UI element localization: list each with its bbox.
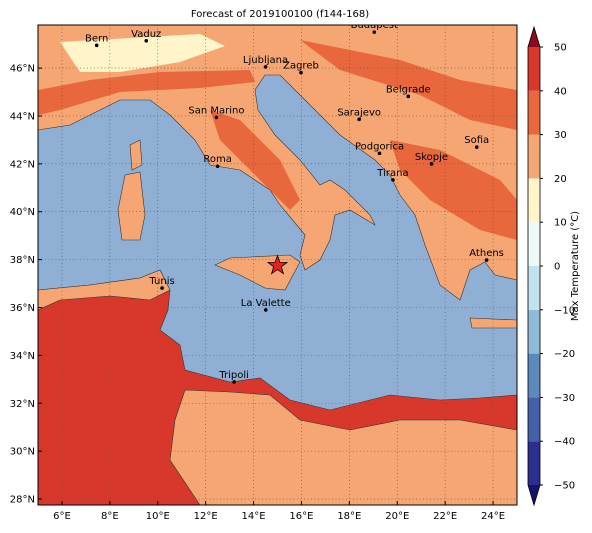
warm-zone-africa: [38, 269, 171, 311]
y-tick-label: 36°N: [10, 303, 35, 314]
axes: 6°E 8°E 10°E 12°E 14°E 16°E 18°E 20°E 22°E 24°E 28…: [10, 64, 505, 522]
y-tick-label: 44°N: [10, 111, 35, 122]
city-label: Tripoli: [218, 370, 249, 381]
colorbar-bin: [528, 222, 540, 266]
city-dot: [160, 286, 164, 290]
y-tick-label: 28°N: [10, 495, 35, 506]
city-label: Roma: [203, 154, 232, 165]
x-tick-label: 18°E: [337, 511, 361, 522]
city-dot: [372, 30, 377, 34]
colorbar: −50 −40 −30 −20 −10 0 10 20 30 40 50: [527, 25, 575, 507]
land-crete: [469, 317, 517, 329]
city-label: Athens: [469, 248, 504, 259]
colorbar-tick-label: 50: [554, 43, 567, 54]
graticule: [38, 25, 517, 505]
city-label: Belgrade: [386, 84, 431, 95]
city-label: Sarajevo: [337, 107, 381, 118]
colorbar-tick-label: 10: [554, 218, 567, 229]
x-tick-label: 8°E: [101, 511, 119, 522]
y-tick-label: 42°N: [10, 159, 35, 170]
hot-zone: [38, 70, 255, 115]
city-label: Podgorica: [355, 141, 404, 152]
colorbar-tick-label: −50: [554, 481, 575, 492]
y-tick-label: 46°N: [10, 64, 35, 75]
star-marker: [266, 254, 289, 275]
city-label: Skopje: [415, 152, 448, 163]
x-tick-label: 10°E: [146, 511, 170, 522]
city-label: Tunis: [148, 276, 174, 287]
city-dot: [484, 258, 489, 262]
colorbar-bin: [528, 178, 540, 223]
colorbar-bin: [528, 397, 540, 442]
city-dot: [391, 178, 395, 182]
y-tick-label: 34°N: [10, 351, 35, 362]
hot-zone: [300, 40, 517, 130]
colorbar-bin: [528, 309, 540, 354]
city-dot: [474, 145, 479, 149]
colorbar-over: [528, 27, 540, 47]
city-label: La Valette: [241, 298, 291, 309]
x-tick-label: 24°E: [481, 511, 505, 522]
city-dot: [377, 151, 382, 156]
colorbar-bin: [528, 90, 540, 135]
city-label: Tirana: [376, 168, 408, 179]
city-dot: [215, 164, 220, 169]
colorbar-label: Max Temperature (°C): [570, 211, 581, 321]
y-tick-label: 30°N: [10, 447, 35, 458]
city-dot: [299, 70, 303, 75]
hot-zone: [210, 110, 300, 210]
city-dot: [263, 308, 268, 312]
colorbar-tick-label: 30: [554, 130, 567, 141]
city-label: Vaduz: [131, 29, 161, 40]
colorbar-tick-label: −20: [554, 349, 575, 360]
colorbar-bin: [528, 266, 540, 310]
colorbar-bin: [528, 353, 540, 398]
city-dot: [94, 43, 99, 48]
colorbar-tick-label: −10: [554, 305, 575, 316]
x-tick-label: 6°E: [53, 511, 71, 522]
x-tick-label: 14°E: [242, 511, 266, 522]
y-tick-label: 32°N: [10, 399, 35, 410]
colorbar-bin: [528, 134, 540, 179]
x-tick-label: 20°E: [385, 511, 409, 522]
hot-zone: [390, 140, 517, 240]
x-tick-label: 16°E: [289, 511, 313, 522]
city-label: Budapest: [351, 20, 398, 31]
colorbar-tick-label: 20: [554, 174, 567, 185]
colorbar-tick-label: −40: [554, 437, 575, 448]
y-tick-label: 40°N: [10, 207, 35, 218]
map-frame: [37, 24, 518, 506]
land-corsica: [129, 139, 143, 171]
city-label: Ljubljana: [243, 55, 288, 66]
city-label: San Marino: [188, 105, 244, 116]
colorbar-bin: [528, 47, 540, 91]
city-dot: [406, 94, 411, 99]
city-label: Sofia: [464, 135, 489, 146]
city-dot: [214, 115, 219, 120]
x-tick-label: 22°E: [433, 511, 457, 522]
colorbar-tick-label: −30: [554, 393, 575, 404]
colorbar-bin: [528, 441, 540, 485]
cool-zone: [60, 34, 225, 72]
x-tick-label: 12°E: [194, 511, 218, 522]
land-sardinia: [117, 171, 146, 241]
city-label: Bern: [85, 33, 108, 44]
city-dot: [232, 380, 236, 384]
warm-zone-africa: [169, 389, 517, 505]
city-dot: [144, 39, 149, 43]
city-dot: [357, 117, 361, 122]
city-dot: [429, 162, 434, 166]
city-dot: [263, 65, 268, 69]
colorbar-tick-label: 0: [554, 262, 560, 273]
title: Forecast of 2019100100 (f144-168): [191, 9, 369, 20]
y-tick-label: 38°N: [10, 255, 35, 266]
colorbar-under: [528, 485, 540, 505]
city-label: Zagreb: [283, 61, 319, 72]
colorbar-tick-label: 40: [554, 86, 567, 97]
